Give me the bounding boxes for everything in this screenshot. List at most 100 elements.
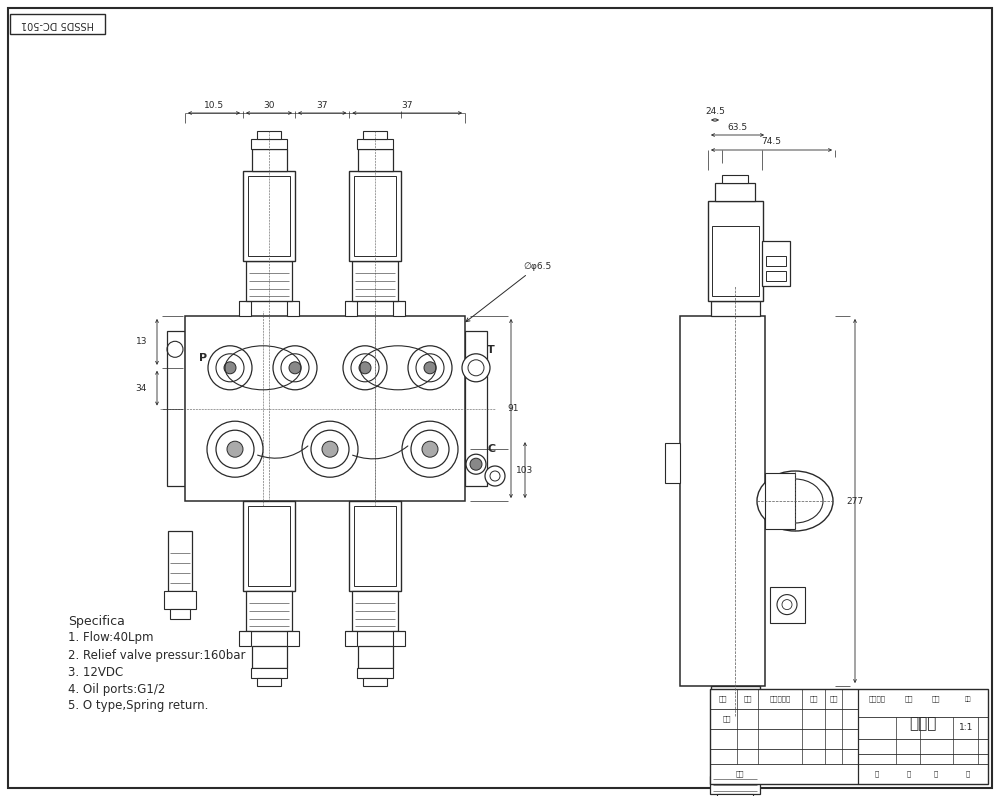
Bar bbox=[712, 226, 759, 296]
Text: 签字: 签字 bbox=[810, 696, 818, 702]
Text: 13: 13 bbox=[136, 338, 147, 346]
Text: 外形图: 外形图 bbox=[909, 716, 937, 732]
Bar bbox=[185, 316, 465, 501]
Text: 更改文件号: 更改文件号 bbox=[769, 696, 791, 702]
Text: Specifica: Specifica bbox=[68, 615, 125, 627]
Bar bbox=[243, 501, 295, 591]
Circle shape bbox=[224, 362, 236, 374]
Bar bbox=[715, 183, 755, 201]
Bar bbox=[251, 139, 287, 149]
Bar bbox=[287, 301, 299, 316]
Text: 30: 30 bbox=[263, 100, 275, 110]
Circle shape bbox=[466, 455, 486, 474]
Circle shape bbox=[408, 345, 452, 390]
Text: 张: 张 bbox=[907, 771, 911, 778]
Circle shape bbox=[422, 441, 438, 457]
Bar bbox=[717, 794, 753, 796]
Bar bbox=[252, 149, 287, 171]
Text: 5. O type,Spring return.: 5. O type,Spring return. bbox=[68, 700, 208, 712]
Bar bbox=[248, 176, 290, 256]
Text: 日期: 日期 bbox=[736, 771, 744, 778]
Text: C: C bbox=[487, 444, 495, 455]
Circle shape bbox=[462, 353, 490, 382]
Text: 图样标记: 图样标记 bbox=[868, 696, 886, 702]
Text: 103: 103 bbox=[516, 466, 533, 474]
Bar bbox=[354, 176, 396, 256]
Text: T: T bbox=[487, 345, 495, 355]
Circle shape bbox=[777, 595, 797, 615]
Text: 24.5: 24.5 bbox=[705, 107, 725, 116]
Bar bbox=[10, 14, 105, 34]
Text: 63.5: 63.5 bbox=[727, 123, 748, 131]
Text: 比例: 比例 bbox=[932, 696, 940, 702]
Ellipse shape bbox=[757, 471, 833, 531]
Circle shape bbox=[207, 421, 263, 477]
Bar bbox=[708, 201, 763, 301]
Text: 设计: 设计 bbox=[723, 716, 732, 722]
Text: 共: 共 bbox=[875, 771, 879, 778]
Text: 1. Flow:40Lpm: 1. Flow:40Lpm bbox=[68, 631, 154, 645]
Circle shape bbox=[485, 466, 505, 486]
Bar bbox=[711, 301, 760, 316]
Bar bbox=[345, 301, 357, 316]
Bar bbox=[349, 501, 401, 591]
Text: 日期: 日期 bbox=[830, 696, 838, 702]
Circle shape bbox=[289, 362, 301, 374]
Circle shape bbox=[470, 458, 482, 470]
Bar bbox=[363, 678, 387, 686]
Bar bbox=[251, 668, 287, 678]
Bar bbox=[239, 301, 251, 316]
Bar bbox=[257, 678, 281, 686]
Bar bbox=[770, 587, 805, 622]
Bar bbox=[246, 591, 292, 631]
Bar bbox=[765, 473, 795, 529]
Bar bbox=[363, 131, 387, 139]
Text: 2. Relief valve pressur:160bar: 2. Relief valve pressur:160bar bbox=[68, 649, 246, 661]
Bar bbox=[345, 631, 357, 646]
Bar bbox=[248, 506, 290, 586]
Bar bbox=[354, 506, 396, 586]
Bar bbox=[393, 301, 405, 316]
Text: 91: 91 bbox=[508, 404, 519, 413]
Bar bbox=[349, 171, 401, 261]
Bar bbox=[711, 686, 760, 761]
Text: 1:1: 1:1 bbox=[959, 723, 973, 732]
Bar bbox=[243, 171, 295, 261]
Text: 4. Oil ports:G1/2: 4. Oil ports:G1/2 bbox=[68, 682, 165, 696]
Bar bbox=[168, 531, 192, 591]
Bar bbox=[766, 256, 786, 266]
Text: 重量: 重量 bbox=[905, 696, 913, 702]
Bar bbox=[246, 261, 292, 301]
Circle shape bbox=[302, 421, 358, 477]
Bar bbox=[167, 331, 185, 486]
Bar bbox=[710, 689, 988, 784]
Text: 第: 第 bbox=[934, 771, 938, 778]
Bar bbox=[358, 149, 393, 171]
Circle shape bbox=[273, 345, 317, 390]
Bar bbox=[665, 443, 680, 482]
Circle shape bbox=[402, 421, 458, 477]
Circle shape bbox=[359, 362, 371, 374]
Text: 37: 37 bbox=[316, 100, 328, 110]
Text: 张: 张 bbox=[966, 771, 970, 778]
Bar bbox=[352, 591, 398, 631]
Bar bbox=[465, 331, 487, 486]
Circle shape bbox=[424, 362, 436, 374]
Circle shape bbox=[227, 441, 243, 457]
Bar bbox=[680, 316, 765, 686]
Bar bbox=[358, 646, 393, 668]
Bar bbox=[711, 761, 760, 776]
Bar bbox=[164, 591, 196, 609]
Bar bbox=[722, 175, 748, 183]
Bar bbox=[766, 271, 786, 281]
Bar bbox=[239, 631, 251, 646]
Circle shape bbox=[343, 345, 387, 390]
Bar bbox=[762, 241, 790, 286]
Text: 处数: 处数 bbox=[744, 696, 752, 702]
Text: 标记: 标记 bbox=[719, 696, 727, 702]
Text: 277: 277 bbox=[846, 497, 863, 505]
Text: P: P bbox=[199, 353, 207, 363]
Circle shape bbox=[208, 345, 252, 390]
Bar bbox=[287, 631, 299, 646]
Bar bbox=[357, 139, 393, 149]
